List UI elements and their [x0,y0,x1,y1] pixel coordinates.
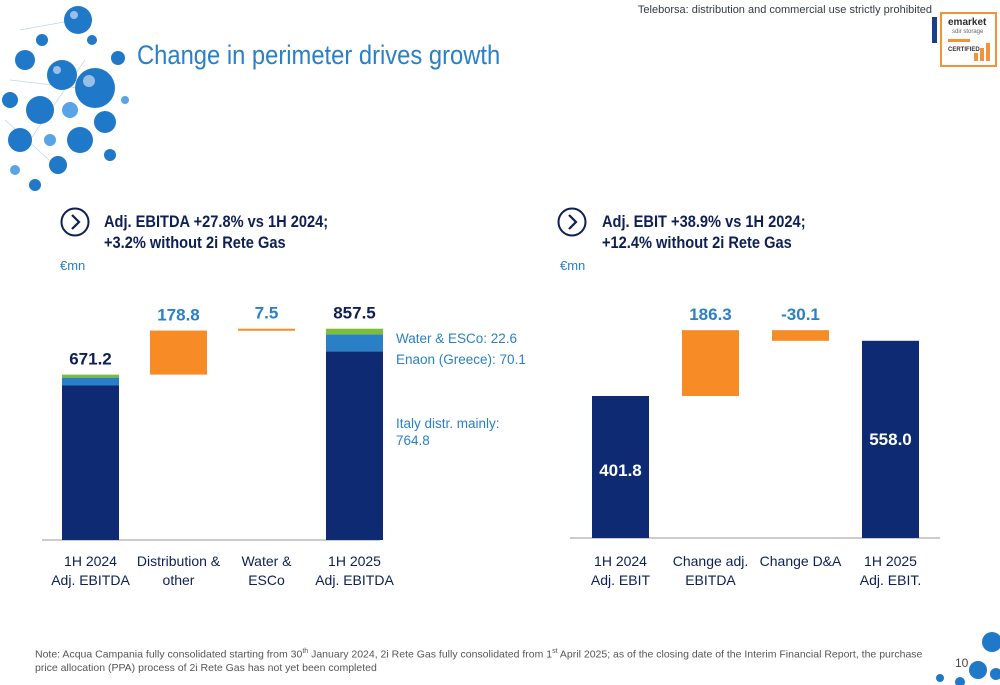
data-label: 178.8 [157,306,200,325]
tick-label: Adj. EBIT. [860,572,921,588]
annotation: Italy distr. mainly: [396,416,500,431]
bar-segment [326,334,383,352]
ebit-headline-line1: Adj. EBIT +38.9% vs 1H 2024; [602,212,806,231]
tick-label: Adj. EBITDA [51,572,130,588]
bar-delta [238,328,295,331]
bar-delta [682,330,739,397]
tick-label: 1H 2024 [64,553,117,569]
tick-label: 1H 2025 [864,553,917,569]
disclaimer-text: Teleborsa: distribution and commercial u… [637,4,932,16]
footnote-part: Note: Acqua Campania fully consolidated … [35,648,303,661]
logo-underline [948,39,970,42]
chevron-right-icon [557,207,587,237]
page-number: 10 [955,656,969,670]
footnote-part: April 2025; as of the closing date of th… [35,648,923,674]
tick-label: other [163,572,195,588]
tick-label: Adj. EBIT [591,572,651,588]
ebitda-headline: Adj. EBITDA +27.8% vs 1H 2024; +3.2% wit… [104,211,328,253]
ebitda-headline-line2: +3.2% without 2i Rete Gas [104,233,286,252]
tick-label: ESCo [248,572,285,588]
bar-segment [62,377,119,386]
page-title: Change in perimeter drives growth [137,40,501,70]
bar-segment [62,385,119,540]
decorative-bubbles [2,6,129,191]
bar-delta [150,330,207,375]
ebitda-headline-line1: Adj. EBITDA +27.8% vs 1H 2024; [104,212,329,231]
logo-line-2: sdir storage [952,29,984,35]
tick-label: 1H 2024 [594,553,647,569]
annotation: Water & ESCo: 22.6 [396,331,517,346]
tick-label: Change D&A [760,553,842,569]
tick-label: 1H 2025 [328,553,381,569]
bar-segment [592,396,649,538]
tick-label: Adj. EBITDA [315,572,394,588]
data-label: 401.8 [599,461,642,480]
data-label: 671.2 [69,350,112,369]
annotation: 764.8 [396,433,430,448]
footnote: Note: Acqua Campania fully consolidated … [35,645,940,675]
bar-segment [326,351,383,540]
ebit-unit-label: €mn [560,258,586,273]
footnote-sup: th [302,648,309,655]
footnote-part: January 2024, 2i Rete Gas fully consolid… [308,648,553,661]
bar-segment [862,340,919,538]
ebit-headline-line2: +12.4% without 2i Rete Gas [602,233,792,252]
tick-label: Change adj. [673,553,749,569]
data-label: 7.5 [255,304,279,323]
tick-label: EBITDA [685,572,736,588]
chevron-right-icon [60,207,90,237]
footnote-sup: st [552,648,558,655]
data-label: -30.1 [781,305,820,324]
tick-label: Distribution & [137,553,221,569]
bar-segment [326,328,383,335]
bar-delta [772,330,829,341]
bar-segment [62,374,119,378]
decorative-bubbles-corner [936,632,1000,685]
ebitda-unit-label: €mn [60,258,86,273]
annotation: Enaon (Greece): 70.1 [396,352,526,367]
logo-line-1: emarket [948,17,987,28]
data-label: 558.0 [869,430,912,449]
logo-accent [932,17,937,43]
ebit-headline: Adj. EBIT +38.9% vs 1H 2024; +12.4% with… [602,211,806,253]
data-label: 857.5 [333,304,376,323]
bar-chart-icon [974,43,990,61]
tick-label: Water & [241,553,292,569]
emarket-logo: emarket sdir storage CERTIFIED [940,12,997,67]
logo-line-3: CERTIFIED [948,47,980,53]
data-label: 186.3 [689,305,732,324]
